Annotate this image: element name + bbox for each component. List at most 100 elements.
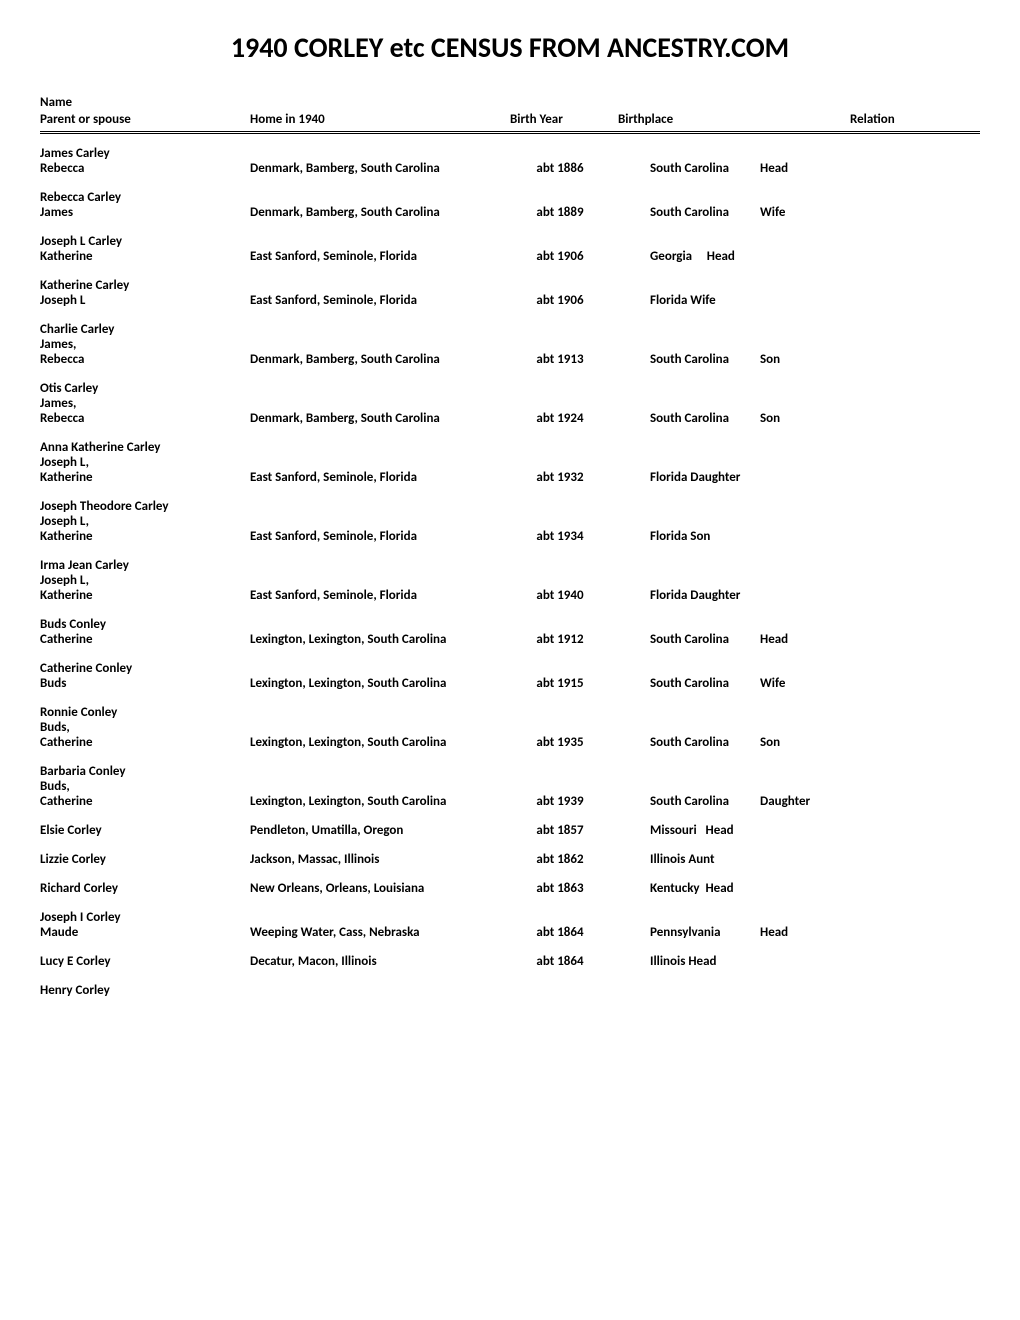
record-home: Lexington, Lexington, South Carolina [250, 676, 510, 691]
table-header: Parent or spouse Home in 1940 Birth Year… [40, 112, 980, 134]
record-name: Rebecca Carley [40, 190, 250, 205]
record-name: Joseph L Carley [40, 234, 250, 249]
record-name: Katherine Carley [40, 278, 250, 293]
record-relation: Head [760, 632, 860, 647]
record-relation: Son [760, 411, 860, 426]
record-name: Otis Carley [40, 381, 250, 396]
record-year: abt 1915 [510, 676, 610, 691]
record-parent-line: James, [40, 396, 250, 411]
header-relation: Relation [850, 112, 950, 127]
table-row: Catherine ConleyBudsLexington, Lexington… [40, 661, 980, 691]
record-relation [760, 249, 860, 264]
record-parent-line: Katherine [40, 470, 250, 485]
table-row: Otis CarleyJames,RebeccaDenmark, Bamberg… [40, 381, 980, 426]
record-name: James Carley [40, 146, 250, 161]
table-row: Richard CorleyNew Orleans, Orleans, Loui… [40, 881, 980, 896]
record-parent-line: Catherine [40, 794, 250, 809]
record-year: abt 1934 [510, 529, 610, 544]
record-year: abt 1862 [510, 852, 610, 867]
table-row: Henry Corley [40, 983, 980, 998]
record-birthplace: South Carolina [610, 411, 760, 426]
record-relation [760, 954, 860, 969]
record-year: abt 1940 [510, 588, 610, 603]
header-birthplace: Birthplace [610, 112, 700, 127]
table-row: Barbaria ConleyBuds,CatherineLexington, … [40, 764, 980, 809]
record-name: Barbaria Conley [40, 764, 250, 779]
record-birthplace: Georgia Head [610, 249, 760, 264]
record-relation [760, 881, 860, 896]
record-parent: Catherine [40, 632, 250, 647]
record-parent-line: Katherine [40, 588, 250, 603]
record-birthplace: South Carolina [610, 205, 760, 220]
record-parent-line: Joseph L, [40, 514, 250, 529]
record-relation: Wife [760, 205, 860, 220]
record-parent: James [40, 205, 250, 220]
table-row: Rebecca CarleyJamesDenmark, Bamberg, Sou… [40, 190, 980, 220]
table-row: Katherine CarleyJoseph LEast Sanford, Se… [40, 278, 980, 308]
record-year: abt 1912 [510, 632, 610, 647]
record-relation: Head [760, 925, 860, 940]
record-home: East Sanford, Seminole, Florida [250, 470, 510, 485]
record-parent-line: Buds, [40, 779, 250, 794]
record-home: East Sanford, Seminole, Florida [250, 293, 510, 308]
record-year: abt 1864 [510, 954, 610, 969]
record-home: Lexington, Lexington, South Carolina [250, 735, 510, 750]
record-parent-line: Joseph L, [40, 573, 250, 588]
page-title: 1940 CORLEY etc CENSUS FROM ANCESTRY.COM [40, 30, 980, 65]
record-name: Charlie Carley [40, 322, 250, 337]
table-row: Joseph L CarleyKatherineEast Sanford, Se… [40, 234, 980, 264]
record-relation [760, 852, 860, 867]
record-home: Lexington, Lexington, South Carolina [250, 632, 510, 647]
record-year: abt 1857 [510, 823, 610, 838]
header-parent: Parent or spouse [40, 112, 250, 127]
record-relation [760, 823, 860, 838]
record-birthplace: South Carolina [610, 632, 760, 647]
record-parent: Maude [40, 925, 250, 940]
record-name: Buds Conley [40, 617, 250, 632]
record-name: Lucy E Corley [40, 954, 250, 969]
record-birthplace: Illinois Head [610, 954, 760, 969]
record-relation: Son [760, 352, 860, 367]
table-row: Ronnie ConleyBuds,CatherineLexington, Le… [40, 705, 980, 750]
table-row: Joseph Theodore CarleyJoseph L,Katherine… [40, 499, 980, 544]
record-relation [760, 588, 860, 603]
record-year: abt 1906 [510, 249, 610, 264]
record-name: Richard Corley [40, 881, 250, 896]
record-home: Pendleton, Umatilla, Oregon [250, 823, 510, 838]
record-parent-line: Rebecca [40, 352, 250, 367]
table-row: Elsie CorleyPendleton, Umatilla, Oregona… [40, 823, 980, 838]
record-relation: Wife [760, 676, 860, 691]
record-relation [760, 470, 860, 485]
record-home: East Sanford, Seminole, Florida [250, 529, 510, 544]
table-row: Lizzie CorleyJackson, Massac, Illinoisab… [40, 852, 980, 867]
record-birthplace: Florida Daughter [610, 588, 760, 603]
header-birth-year: Birth Year [510, 112, 610, 127]
record-year: abt 1863 [510, 881, 610, 896]
record-home: East Sanford, Seminole, Florida [250, 588, 510, 603]
record-parent: Buds [40, 676, 250, 691]
record-home: Denmark, Bamberg, South Carolina [250, 352, 510, 367]
record-home: New Orleans, Orleans, Louisiana [250, 881, 510, 896]
table-row: Lucy E CorleyDecatur, Macon, Illinoisabt… [40, 954, 980, 969]
record-parent-line: Catherine [40, 735, 250, 750]
record-birthplace: South Carolina [610, 352, 760, 367]
record-relation: Daughter [760, 794, 860, 809]
record-name: Joseph I Corley [40, 910, 250, 925]
record-relation: Head [760, 161, 860, 176]
record-home: Weeping Water, Cass, Nebraska [250, 925, 510, 940]
table-row: Buds ConleyCatherineLexington, Lexington… [40, 617, 980, 647]
record-birthplace: South Carolina [610, 676, 760, 691]
record-parent: Katherine [40, 249, 250, 264]
record-year: abt 1889 [510, 205, 610, 220]
record-birthplace: Illinois Aunt [610, 852, 760, 867]
record-home: Denmark, Bamberg, South Carolina [250, 205, 510, 220]
record-year: abt 1913 [510, 352, 610, 367]
record-home: East Sanford, Seminole, Florida [250, 249, 510, 264]
record-name: Catherine Conley [40, 661, 250, 676]
record-parent-line: Buds, [40, 720, 250, 735]
table-row: Irma Jean CarleyJoseph L,KatherineEast S… [40, 558, 980, 603]
record-year: abt 1906 [510, 293, 610, 308]
records-container: James CarleyRebeccaDenmark, Bamberg, Sou… [40, 146, 980, 998]
record-birthplace: South Carolina [610, 735, 760, 750]
record-name: Irma Jean Carley [40, 558, 250, 573]
